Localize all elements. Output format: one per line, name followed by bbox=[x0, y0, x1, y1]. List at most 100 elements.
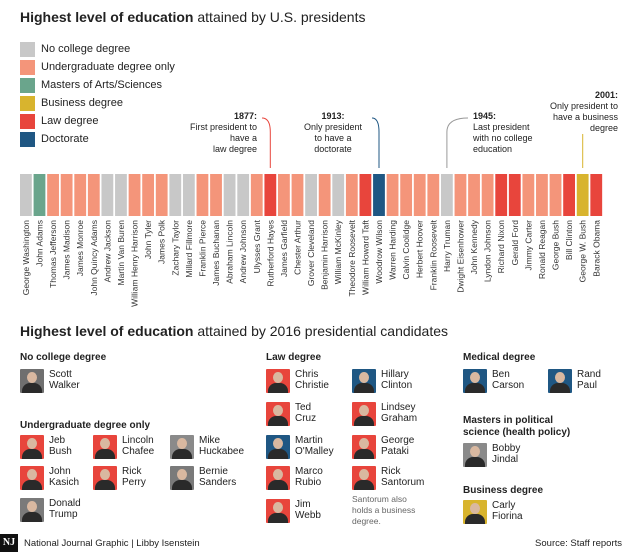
candidate-photo bbox=[266, 435, 290, 459]
bar bbox=[332, 174, 345, 216]
bar bbox=[563, 174, 575, 216]
legend-item: No college degree bbox=[20, 41, 130, 57]
chart-title: Highest level of education attained by U… bbox=[20, 9, 365, 25]
annotation-2001: 2001: Only president to have a business … bbox=[536, 90, 618, 134]
legend-item: Law degree bbox=[20, 113, 99, 129]
bar bbox=[291, 174, 304, 216]
candidate-name: Scott Walker bbox=[49, 369, 80, 391]
tick-label: Benjamin Harrison bbox=[320, 220, 330, 290]
candidate-name: Jeb Bush bbox=[49, 435, 72, 457]
candidate-card: Ben Carson bbox=[463, 369, 550, 393]
tick-label: John Adams bbox=[34, 220, 44, 267]
candidate-name: Marco Rubio bbox=[295, 466, 323, 488]
tick-label: Jimmy Carter bbox=[523, 220, 533, 271]
bar bbox=[115, 174, 127, 216]
nj-logo: NJ bbox=[0, 534, 18, 552]
bar bbox=[495, 174, 508, 216]
annotation-line: doctorate bbox=[314, 144, 352, 154]
bar bbox=[223, 174, 236, 216]
bar bbox=[359, 174, 372, 216]
candidate-photo bbox=[20, 435, 44, 459]
legend-label: Masters of Arts/Sciences bbox=[41, 79, 163, 91]
annotation-1877: 1877: First president to have a law degr… bbox=[175, 111, 257, 155]
footer-source: Source: Staff reports bbox=[535, 538, 622, 549]
bar bbox=[33, 174, 46, 216]
tick-label: James Monroe bbox=[75, 220, 85, 276]
candidate-card: Chris Christie bbox=[266, 369, 353, 393]
candidate-name: Mike Huckabee bbox=[199, 435, 245, 457]
annotation-line: law degree bbox=[212, 144, 257, 154]
candidate-photo bbox=[266, 466, 290, 490]
annotation-line: to have a bbox=[314, 133, 352, 143]
santorum-note: Santorum also holds a business degree. bbox=[352, 494, 416, 526]
bar bbox=[440, 174, 453, 216]
annotation-connector bbox=[261, 117, 271, 168]
bar bbox=[264, 174, 277, 216]
candidate-photo bbox=[20, 466, 44, 490]
tick-label: Ulysses Grant bbox=[252, 219, 262, 273]
annotation-line: Last president bbox=[473, 122, 530, 132]
legend-swatch bbox=[20, 77, 35, 93]
tick-label: Franklin Pierce bbox=[197, 220, 207, 277]
legend-item: Doctorate bbox=[20, 131, 89, 147]
candidate-card: Ted Cruz bbox=[266, 402, 353, 426]
tick-label: Zachary Taylor bbox=[170, 220, 180, 276]
candidate-name: George Pataki bbox=[381, 435, 415, 457]
candidate-name: Jim Webb bbox=[295, 499, 321, 521]
legend-swatch bbox=[20, 59, 35, 75]
legend-label: Law degree bbox=[41, 115, 99, 127]
tick-label: James Buchanan bbox=[211, 220, 221, 286]
tick-label: Andrew Jackson bbox=[102, 220, 112, 283]
tick-label: James Madison bbox=[62, 220, 72, 280]
bar bbox=[590, 174, 603, 216]
candidate-photo bbox=[20, 498, 44, 522]
annotation-line: have a business bbox=[552, 112, 618, 122]
tick-label: Gerald Ford bbox=[510, 220, 520, 266]
tick-label: George Washington bbox=[21, 220, 31, 296]
candidate-card: Martin O'Malley bbox=[266, 435, 353, 459]
candidate-photo bbox=[352, 466, 376, 490]
bar bbox=[427, 174, 440, 216]
tick-label: George Bush bbox=[551, 220, 561, 270]
annotation-line: education bbox=[473, 144, 513, 154]
candidate-photo bbox=[20, 369, 44, 393]
legend-swatch bbox=[20, 113, 35, 129]
bar bbox=[400, 174, 413, 216]
tick-label: James Polk bbox=[157, 219, 167, 264]
tick-label: Woodrow Wilson bbox=[374, 220, 384, 284]
candidate-name: Lindsey Graham bbox=[381, 402, 418, 424]
bar bbox=[305, 174, 317, 216]
tick-label: William McKinley bbox=[333, 219, 343, 284]
bar bbox=[155, 174, 168, 216]
candidate-card: Hillary Clinton bbox=[352, 369, 439, 393]
group-header-medical: Medical degree bbox=[463, 352, 536, 363]
candidate-card: Scott Walker bbox=[20, 369, 107, 393]
candidate-photo bbox=[352, 402, 376, 426]
tick-label: Ronald Reagan bbox=[537, 220, 547, 279]
candidate-name: Rand Paul bbox=[577, 369, 601, 391]
annotation-line: with no college bbox=[473, 133, 533, 143]
footer-credit: National Journal Graphic | Libby Isenste… bbox=[24, 538, 200, 549]
tick-label: Bill Clinton bbox=[564, 220, 574, 260]
bar bbox=[454, 174, 467, 216]
legend-label: Doctorate bbox=[41, 133, 89, 145]
tick-label: George W. Bush bbox=[578, 220, 588, 283]
candidate-photo bbox=[266, 499, 290, 523]
bar bbox=[522, 174, 535, 216]
legend-item: Masters of Arts/Sciences bbox=[20, 77, 162, 93]
candidate-name: Bobby Jindal bbox=[492, 443, 521, 465]
bar bbox=[128, 174, 141, 216]
presidents-education-chart: George Washington John Adams Thomas Jeffer… bbox=[20, 117, 603, 307]
tick-label: Rutherford Hayes bbox=[265, 220, 275, 287]
tick-label: Richard Nixon bbox=[496, 220, 506, 274]
bar bbox=[87, 174, 100, 216]
candidate-name: Ben Carson bbox=[492, 369, 525, 391]
bar bbox=[468, 174, 480, 216]
annotation-year: 1877: bbox=[233, 111, 257, 121]
bar bbox=[508, 174, 521, 216]
group-header-no-college: No college degree bbox=[20, 352, 107, 363]
candidate-photo bbox=[266, 402, 290, 426]
candidate-name: Donald Trump bbox=[49, 498, 81, 520]
candidate-card: Carly Fiorina bbox=[463, 500, 550, 524]
candidate-card: Rick Santorum bbox=[352, 466, 439, 490]
